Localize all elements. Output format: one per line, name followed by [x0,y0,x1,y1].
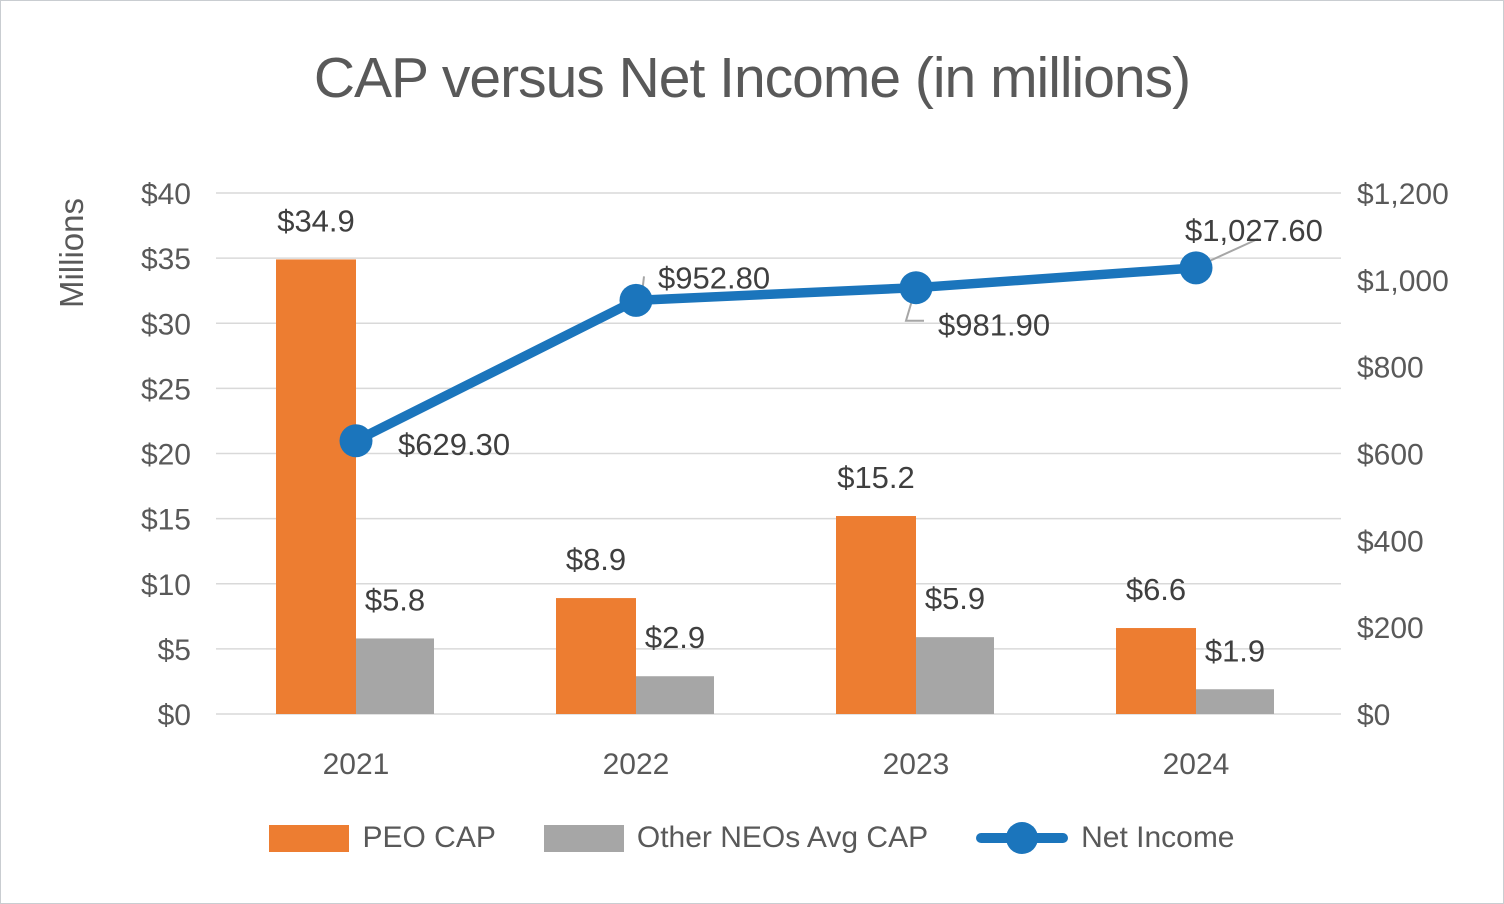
left-axis-tick-label: $35 [141,243,191,276]
other-neos-data-label: $1.9 [1205,633,1265,668]
legend-label-peo-cap: PEO CAP [362,821,496,854]
x-axis-category-label: 2021 [323,748,390,781]
legend-item-net-income: Net Income [976,821,1235,855]
right-axis-tick-label: $200 [1357,612,1424,645]
left-axis-tick-label: $10 [141,569,191,602]
other-neos-avg-cap-bar [636,676,714,714]
x-axis-category-label: 2022 [603,748,670,781]
chart-legend: PEO CAP Other NEOs Avg CAP Net Income [1,821,1503,855]
net-income-line [351,263,1201,446]
net-income-marker [339,424,373,458]
other-neos-avg-cap-bar [356,638,434,714]
net-income-line-marker [976,822,1069,854]
peo-cap-data-label: $8.9 [566,542,626,577]
left-axis-tick-label: $30 [141,308,191,341]
peo-cap-bar [276,259,356,714]
net-income-data-label: $952.80 [658,260,770,295]
other-neos-avg-cap-bar [916,637,994,714]
left-axis-tick-label: $5 [158,634,191,667]
net-income-data-label: $981.90 [938,308,1050,343]
chart-title: CAP versus Net Income (in millions) [313,46,1191,110]
net-income-marker [899,271,933,305]
net-income-data-label: $629.30 [398,427,510,462]
left-axis-tick-label: $20 [141,439,191,472]
peo-cap-swatch [269,824,350,852]
left-axis-tick-label: $0 [158,699,191,732]
net-income-marker [1179,251,1213,285]
peo-cap-data-label: $6.6 [1126,572,1186,607]
other-neos-data-label: $5.9 [925,581,985,616]
net-income-legend-dot [1006,822,1039,854]
peo-cap-data-label: $15.2 [837,460,915,495]
legend-item-peo-cap: PEO CAP [269,821,496,855]
net-income-marker [619,283,653,317]
other-neos-data-label: $5.8 [365,582,425,617]
right-axis-tick-label: $600 [1357,439,1424,472]
right-axis-tick-label: $400 [1357,525,1424,558]
net-income-data-label: $1,027.60 [1185,213,1323,248]
right-axis-tick-label: $1,200 [1357,178,1449,211]
peo-cap-data-label: $34.9 [277,203,355,238]
other-neos-avg-cap-swatch [543,824,624,852]
peo-cap-bar [836,516,916,714]
legend-label-other-neos-avg-cap: Other NEOs Avg CAP [636,821,929,854]
peo-cap-bar [556,598,636,714]
other-neos-avg-cap-bar [1196,689,1274,714]
left-axis-tick-label: $15 [141,504,191,537]
right-axis-tick-label: $0 [1357,699,1390,732]
x-axis-category-label: 2024 [1163,748,1230,781]
other-neos-data-label: $2.9 [645,620,705,655]
left-axis-tick-label: $25 [141,373,191,406]
legend-item-other-neos-avg-cap: Other NEOs Avg CAP [543,821,929,855]
left-axis-tick-label: $40 [141,178,191,211]
left-axis-title: Millions [53,198,90,308]
x-axis-category-label: 2023 [883,748,950,781]
legend-label-net-income: Net Income [1081,821,1235,854]
right-axis-tick-label: $1,000 [1357,265,1449,298]
right-axis-tick-label: $800 [1357,352,1424,385]
peo-cap-bar [1116,628,1196,714]
